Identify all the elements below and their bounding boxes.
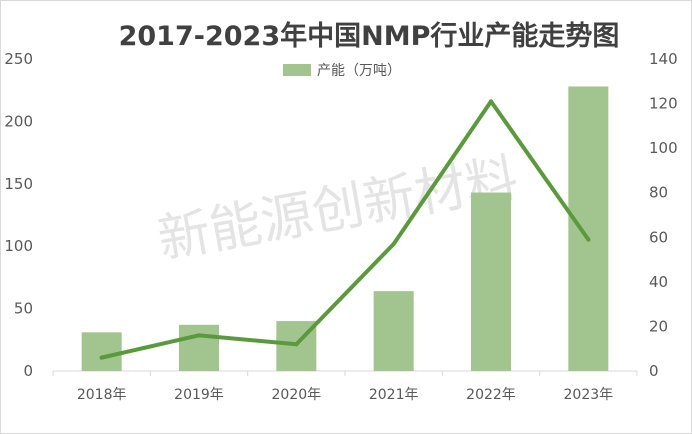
bar-5 <box>568 86 609 372</box>
y-left-tick-50: 50 <box>14 300 33 318</box>
line-point-4 <box>489 99 493 104</box>
x-tick-label-1: 2019年 <box>174 387 224 403</box>
bar-3 <box>373 291 414 371</box>
line-point-1 <box>197 333 201 338</box>
line-point-5 <box>586 237 591 242</box>
line-series <box>99 99 591 360</box>
legend: 产能（万吨） <box>283 63 401 79</box>
y-left-tick-150: 150 <box>4 175 33 193</box>
bar-4 <box>471 192 511 371</box>
x-tick-label-5: 2023年 <box>564 387 614 403</box>
y-left-tick-250: 250 <box>4 50 33 68</box>
watermark: 新能源创新材料 <box>154 148 523 270</box>
y-right-tick-100: 100 <box>649 139 678 157</box>
chart-title: 2017-2023年中国NMP行业产能走势图 <box>119 20 620 52</box>
plot-area: 0 50 100 150 200 250 0 20 40 60 80 100 120 140 2018年 20… <box>4 50 677 403</box>
x-tick-label-4: 2022年 <box>466 387 516 403</box>
legend-swatch-capacity <box>283 64 311 76</box>
y-right-tick-140: 140 <box>649 50 678 68</box>
legend-label-capacity: 产能（万吨） <box>317 63 401 79</box>
y-left-tick-100: 100 <box>4 237 33 255</box>
y-right-tick-20: 20 <box>649 317 668 335</box>
y-left-tick-0: 0 <box>23 362 33 380</box>
y-right-tick-40: 40 <box>649 273 668 291</box>
y-right-tick-60: 60 <box>649 228 668 246</box>
x-tick-label-0: 2018年 <box>77 387 127 403</box>
x-tick-label-2: 2020年 <box>272 387 322 403</box>
line-point-3 <box>391 241 396 246</box>
bar-1 <box>179 324 219 371</box>
bar-0 <box>81 332 122 371</box>
y-left-tick-200: 200 <box>4 112 33 130</box>
y-right-tick-80: 80 <box>649 184 668 202</box>
y-right-tick-120: 120 <box>649 95 678 113</box>
line-point-2 <box>294 342 299 347</box>
x-tick-label-3: 2021年 <box>369 387 419 403</box>
y-right-tick-0: 0 <box>649 362 659 380</box>
line-point-0 <box>99 355 104 360</box>
